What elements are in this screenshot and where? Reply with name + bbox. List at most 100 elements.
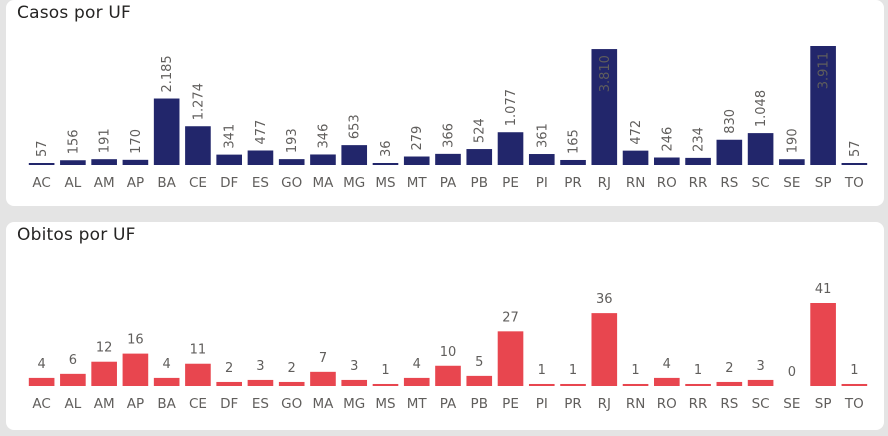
bar-PI[interactable] <box>528 154 555 165</box>
bar-PI[interactable] <box>528 383 555 386</box>
data-label-DF: 341 <box>223 124 238 149</box>
category-label-PI: PI <box>536 396 548 412</box>
bar-MG[interactable] <box>341 379 368 386</box>
bar-BA[interactable] <box>153 98 180 165</box>
bar-AP[interactable] <box>122 353 149 386</box>
bar-PA[interactable] <box>435 153 461 165</box>
bar-GO[interactable] <box>278 159 305 165</box>
category-label-PE: PE <box>502 396 519 412</box>
bar-SC[interactable] <box>747 379 774 386</box>
bar-SE[interactable] <box>779 159 805 165</box>
bar-PE[interactable] <box>497 331 524 386</box>
bar-RR[interactable] <box>685 157 711 165</box>
bar-PR[interactable] <box>560 159 586 165</box>
data-label-AM: 12 <box>96 341 113 356</box>
bar-PB[interactable] <box>466 149 493 165</box>
bar-ES[interactable] <box>247 150 274 165</box>
bar-AC[interactable] <box>28 163 55 165</box>
bar-DF[interactable] <box>216 381 242 386</box>
bar-TO[interactable] <box>841 383 868 386</box>
category-label-PA: PA <box>440 396 457 412</box>
category-label-SP: SP <box>815 396 832 412</box>
bar-AL[interactable] <box>60 160 86 165</box>
category-label-MS: MS <box>375 396 395 412</box>
data-label-RS: 2 <box>725 361 733 376</box>
category-label-RN: RN <box>626 175 645 191</box>
data-label-PB: 524 <box>473 118 488 143</box>
bar-RO[interactable] <box>654 377 680 386</box>
bar-RN[interactable] <box>622 383 649 386</box>
data-label-AC: 57 <box>35 140 50 157</box>
data-label-PA: 10 <box>440 345 457 360</box>
data-label-ES: 477 <box>254 120 269 145</box>
category-label-BA: BA <box>157 396 176 412</box>
category-label-AP: AP <box>127 175 144 191</box>
bar-RS[interactable] <box>716 139 743 165</box>
category-label-RS: RS <box>720 175 738 191</box>
bar-PR[interactable] <box>560 383 586 386</box>
bar-SP[interactable] <box>810 46 836 165</box>
category-label-SC: SC <box>752 396 770 412</box>
bar-MT[interactable] <box>403 156 430 165</box>
category-label-SC: SC <box>752 175 770 191</box>
casos-por-uf-card: Casos por UF 57 AC 156 AL 191 AM 170 AP 2.185 BA 1… <box>6 0 884 206</box>
data-label-RR: 234 <box>692 127 707 152</box>
category-label-PI: PI <box>536 175 548 191</box>
bar-CE[interactable] <box>185 126 211 165</box>
bar-RS[interactable] <box>716 381 743 386</box>
bar-AL[interactable] <box>60 373 86 386</box>
category-label-AC: AC <box>32 175 50 191</box>
bar-MT[interactable] <box>403 377 430 386</box>
data-label-PI: 361 <box>535 123 550 148</box>
bar-BA[interactable] <box>153 377 180 386</box>
bar-MG[interactable] <box>341 145 368 165</box>
bar-AC[interactable] <box>28 377 55 386</box>
category-label-PR: PR <box>564 175 582 191</box>
bar-RO[interactable] <box>654 157 680 165</box>
bar-ES[interactable] <box>247 379 274 386</box>
category-label-PA: PA <box>440 175 457 191</box>
bar-RR[interactable] <box>685 383 711 386</box>
bar-SP[interactable] <box>810 303 836 386</box>
bar-RN[interactable] <box>622 150 649 165</box>
category-label-RJ: RJ <box>598 396 611 412</box>
chart-title: Casos por UF <box>17 3 132 23</box>
data-label-TO: 57 <box>848 140 863 157</box>
data-label-PB: 5 <box>475 355 483 370</box>
bar-DF[interactable] <box>216 154 242 165</box>
data-label-AP: 16 <box>127 333 144 348</box>
bar-AM[interactable] <box>91 361 117 386</box>
bar-RJ[interactable] <box>591 49 618 165</box>
bar-MS[interactable] <box>372 383 399 386</box>
data-label-ES: 3 <box>256 359 264 374</box>
bar-RJ[interactable] <box>591 313 618 386</box>
bar-MA[interactable] <box>310 154 336 165</box>
bar-SC[interactable] <box>747 133 774 165</box>
bar-MA[interactable] <box>310 371 336 386</box>
bar-TO[interactable] <box>841 163 868 165</box>
data-label-SP: 3.911 <box>817 52 832 89</box>
bar-GO[interactable] <box>278 381 305 386</box>
bar-MS[interactable] <box>372 163 399 165</box>
data-label-AL: 6 <box>69 353 77 368</box>
bar-PA[interactable] <box>435 365 461 386</box>
category-label-DF: DF <box>220 396 238 412</box>
category-label-RO: RO <box>657 396 677 412</box>
data-label-MA: 7 <box>319 351 327 366</box>
obitos-bar-chart: 4AC6AL12AM16AP4BA11CE2DF3ES2GO7MA3MG1MS4… <box>28 282 868 412</box>
data-label-RN: 1 <box>631 363 639 378</box>
category-label-RS: RS <box>720 396 738 412</box>
bar-AP[interactable] <box>122 159 149 165</box>
data-label-BA: 2.185 <box>160 55 175 92</box>
data-label-MS: 36 <box>379 140 394 157</box>
bar-PE[interactable] <box>497 132 524 165</box>
bar-AM[interactable] <box>91 159 117 165</box>
data-label-RJ: 36 <box>596 292 613 307</box>
category-label-MT: MT <box>407 175 428 191</box>
category-label-PB: PB <box>471 175 488 191</box>
category-label-RJ: RJ <box>598 175 611 191</box>
bar-PB[interactable] <box>466 375 493 386</box>
category-label-AL: AL <box>65 175 82 191</box>
bar-CE[interactable] <box>185 363 211 386</box>
data-label-AL: 156 <box>66 129 81 154</box>
